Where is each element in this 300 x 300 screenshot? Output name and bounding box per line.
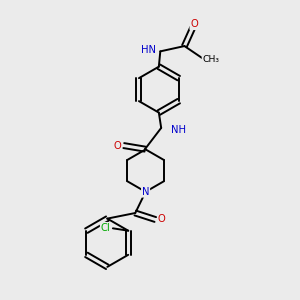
Text: HN: HN [141, 45, 156, 55]
Text: O: O [158, 214, 166, 224]
Text: Cl: Cl [101, 223, 110, 233]
Text: CH₃: CH₃ [202, 56, 220, 64]
Text: NH: NH [171, 125, 186, 135]
Text: N: N [142, 187, 149, 197]
Text: O: O [190, 19, 198, 29]
Text: O: O [113, 141, 121, 151]
